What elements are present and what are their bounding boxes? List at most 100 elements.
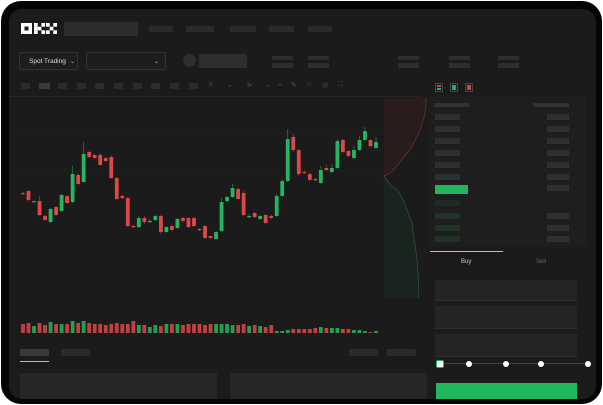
- candle: [32, 201, 36, 203]
- tab-order-history[interactable]: [61, 349, 90, 356]
- timeframe-button[interactable]: [39, 83, 50, 89]
- filter-button[interactable]: [387, 349, 416, 356]
- bid-amount: [547, 225, 569, 231]
- tab-sell[interactable]: Sell: [536, 259, 547, 265]
- volume-bar: [59, 324, 64, 333]
- pair-selector[interactable]: ⌄: [86, 52, 166, 70]
- pencil-icon[interactable]: ✎: [291, 82, 297, 89]
- candle: [37, 201, 42, 215]
- candlestick-chart[interactable]: [9, 97, 429, 337]
- slider-mark-50[interactable]: [503, 361, 509, 367]
- ask-price: [435, 114, 460, 120]
- okx-logo[interactable]: [21, 23, 57, 34]
- tab-open-orders[interactable]: [20, 349, 49, 356]
- orderbook-bids-icon[interactable]: [450, 83, 458, 92]
- candle: [274, 196, 279, 216]
- ask-amount: [547, 126, 569, 132]
- volume-bar: [225, 324, 229, 333]
- chevron-down-icon: ⌄: [69, 58, 75, 65]
- timeframe-button[interactable]: [133, 83, 142, 89]
- wave-icon[interactable]: ∼: [277, 82, 283, 89]
- candle: [280, 181, 285, 196]
- magnet-icon[interactable]: ⌂: [307, 81, 312, 88]
- timeframe-button[interactable]: [21, 83, 30, 89]
- buy-button[interactable]: [436, 383, 577, 399]
- chevron-down-icon[interactable]: ⌄: [265, 82, 271, 89]
- chevron-down-icon[interactable]: ⌄: [227, 82, 233, 89]
- candle: [109, 157, 114, 178]
- orders-panel: [20, 373, 217, 399]
- market-selector[interactable]: Spot Trading ⌄: [19, 52, 78, 70]
- last-price[interactable]: [435, 185, 468, 194]
- candle: [21, 193, 25, 195]
- ask-price: [435, 162, 460, 168]
- candle: [307, 174, 312, 180]
- price-input[interactable]: [435, 280, 577, 301]
- coin-icon: [183, 54, 196, 67]
- candle: [81, 154, 86, 182]
- candle: [269, 216, 274, 218]
- nav-item[interactable]: [230, 26, 256, 32]
- candle: [48, 209, 53, 222]
- slider-mark-75[interactable]: [538, 361, 544, 367]
- trading-screen: Spot Trading ⌄ ⌄ ıı ⌄ ⊳ ⌄ ∼ ✎ ⌂ ◎ ⛶ Buy …: [9, 9, 596, 399]
- volume-bar: [368, 332, 373, 333]
- timeframe-button[interactable]: [151, 83, 160, 89]
- settings-icon[interactable]: ◎: [322, 82, 329, 89]
- active-tab-indicator: [430, 251, 503, 252]
- candle: [214, 232, 218, 239]
- orderbook-both-icon[interactable]: [435, 83, 443, 92]
- fullscreen-icon[interactable]: ⛶: [338, 81, 343, 88]
- candle: [335, 141, 340, 168]
- volume-bar: [147, 327, 152, 333]
- volume-bar: [114, 323, 119, 333]
- volume-bar: [175, 324, 180, 333]
- volume-bar: [125, 324, 130, 333]
- timeframe-button[interactable]: [114, 83, 123, 89]
- nav-item[interactable]: [186, 26, 214, 32]
- timeframe-button[interactable]: [189, 83, 198, 89]
- filter-button[interactable]: [349, 349, 378, 356]
- volume-bar: [142, 325, 147, 333]
- nav-item[interactable]: [308, 26, 332, 32]
- stat-label: [308, 56, 329, 60]
- volume-bar: [65, 324, 70, 333]
- candle: [219, 202, 224, 231]
- volume-bar: [324, 328, 329, 333]
- slider-handle[interactable]: [436, 360, 444, 368]
- total-input[interactable]: [435, 334, 577, 357]
- candle: [175, 219, 180, 228]
- percent-slider[interactable]: [439, 363, 589, 364]
- slider-mark-100[interactable]: [585, 361, 591, 367]
- candle: [368, 140, 373, 146]
- timeframe-button[interactable]: [58, 83, 67, 89]
- timeframe-button[interactable]: [77, 83, 86, 89]
- volume-bar: [81, 321, 86, 333]
- candle: [203, 226, 207, 238]
- market-selector-label: Spot Trading: [29, 57, 66, 65]
- volume-bar: [103, 325, 108, 333]
- ask-price: [435, 138, 460, 144]
- nav-item[interactable]: [269, 26, 294, 32]
- line-tool-icon[interactable]: ⊳: [247, 82, 253, 89]
- candle: [352, 150, 356, 158]
- candle: [158, 216, 163, 232]
- candle: [131, 226, 136, 228]
- slider-mark-25[interactable]: [466, 361, 472, 367]
- indicator-icon[interactable]: ıı: [209, 81, 213, 88]
- bid-price: [435, 213, 460, 219]
- tab-buy[interactable]: Buy: [461, 259, 472, 265]
- volume-bar: [98, 324, 103, 333]
- nav-item[interactable]: [149, 26, 173, 32]
- amount-input[interactable]: [435, 306, 577, 329]
- candle: [374, 142, 378, 148]
- volume-bar: [374, 331, 378, 333]
- search-placeholder[interactable]: [64, 22, 138, 36]
- timeframe-button[interactable]: [95, 83, 104, 89]
- asks-depth-line: [383, 98, 427, 177]
- volume-bar: [352, 330, 356, 333]
- orders-panel: [230, 373, 427, 399]
- volume-bar: [197, 324, 202, 333]
- timeframe-button[interactable]: [170, 83, 179, 89]
- orderbook-asks-icon[interactable]: [465, 83, 473, 92]
